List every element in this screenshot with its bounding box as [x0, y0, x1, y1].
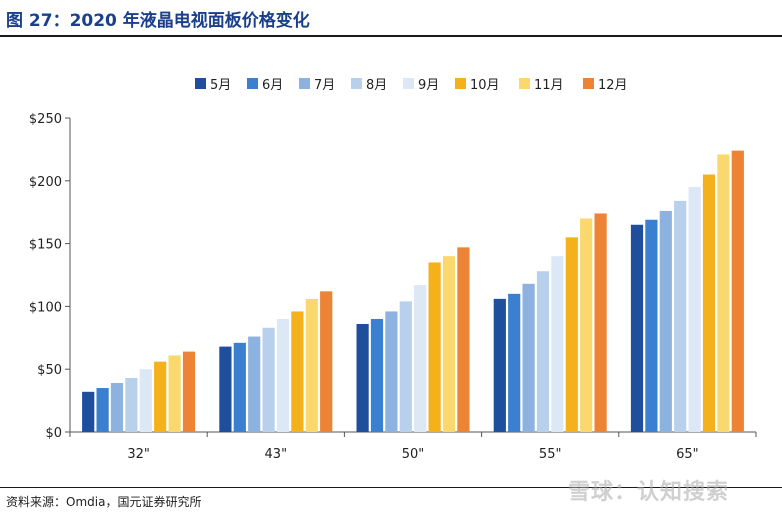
y-tick-label: $200 — [29, 175, 62, 190]
bar — [110, 383, 124, 432]
bar — [276, 318, 290, 432]
bar — [233, 342, 246, 432]
bar — [154, 361, 167, 432]
x-tick-label: 43" — [265, 447, 288, 462]
y-tick-label: $0 — [45, 426, 62, 441]
x-tick-label: 55" — [539, 447, 562, 462]
bar — [125, 377, 138, 432]
bar — [96, 388, 109, 432]
bar — [645, 219, 658, 432]
x-tick-label: 32" — [127, 447, 150, 462]
bar — [731, 150, 744, 432]
legend-swatch — [583, 78, 594, 89]
legend-swatch — [403, 78, 414, 89]
bar — [399, 301, 412, 432]
bar — [717, 154, 730, 432]
bar — [508, 293, 521, 432]
bar — [688, 187, 701, 432]
watermark: 雪球：认知搜索 — [568, 480, 730, 505]
y-tick-label: $100 — [29, 300, 62, 315]
legend-swatch — [247, 78, 258, 89]
legend-label: 12月 — [598, 78, 628, 93]
bar — [536, 271, 550, 432]
bar — [291, 311, 304, 432]
bar — [248, 336, 261, 432]
title-divider — [0, 35, 782, 37]
bar — [674, 200, 687, 432]
legend-swatch — [299, 78, 310, 89]
bar — [630, 224, 644, 432]
legend-label: 9月 — [418, 78, 439, 93]
bar — [702, 174, 716, 432]
figure-title: 图 27：2020 年液晶电视面板价格变化 — [6, 11, 310, 31]
y-tick-label: $50 — [37, 363, 62, 378]
bar — [370, 318, 384, 432]
bar — [659, 210, 672, 432]
bar-series-group — [82, 150, 744, 432]
bar — [457, 247, 470, 432]
y-axis: $0 $50 $100 $150 $200 $250 — [29, 112, 71, 441]
bar — [565, 237, 578, 432]
legend-label: 8月 — [366, 78, 387, 93]
source-note: 资料来源：Omdia，国元证券研究所 — [6, 495, 202, 509]
legend-label: 6月 — [262, 78, 283, 93]
bar-chart: 5月 6月 7月 8月 9月 10月 11月 12月 $0 $50 $100 $150 $200 $25… — [29, 78, 757, 462]
footer-divider — [0, 487, 782, 488]
bar — [594, 213, 607, 432]
bar — [320, 291, 333, 432]
bar — [493, 298, 506, 432]
bar — [182, 351, 196, 432]
bar — [219, 346, 232, 432]
y-tick-label: $250 — [29, 112, 62, 127]
bar — [551, 256, 564, 432]
x-tick-label: 50" — [402, 447, 425, 462]
legend-swatch — [455, 78, 466, 89]
legend-label: 7月 — [314, 78, 335, 93]
y-tick-label: $150 — [29, 238, 62, 253]
bar — [139, 369, 152, 432]
chart-legend: 5月 6月 7月 8月 9月 10月 11月 12月 — [195, 78, 628, 93]
bar — [305, 298, 318, 432]
bar — [442, 256, 456, 432]
bar — [385, 311, 398, 432]
bar — [414, 285, 427, 432]
x-axis: 32" 43" 50" 55" 65" — [69, 431, 757, 462]
bar — [262, 327, 275, 432]
bar — [356, 323, 369, 432]
x-tick-label: 65" — [676, 447, 699, 462]
bar — [522, 283, 535, 432]
legend-swatch — [195, 78, 206, 89]
legend-swatch — [519, 78, 530, 89]
legend-swatch — [351, 78, 362, 89]
legend-label: 11月 — [534, 78, 564, 93]
legend-label: 5月 — [210, 78, 231, 93]
bar — [428, 262, 441, 432]
bar — [580, 218, 593, 432]
legend-label: 10月 — [470, 78, 500, 93]
bar — [82, 391, 95, 432]
bar — [168, 355, 181, 432]
